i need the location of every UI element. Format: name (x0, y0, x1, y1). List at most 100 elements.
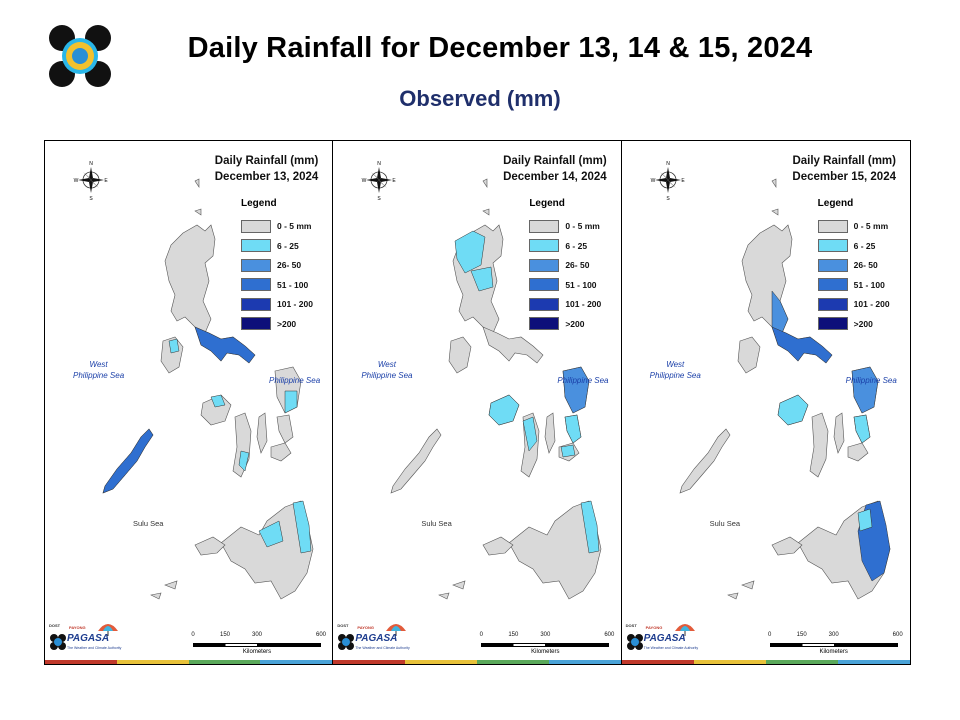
pagasa-wordmark: PAGASA (67, 633, 110, 644)
stripe-segment (45, 660, 117, 664)
umbrella-icon (674, 624, 695, 636)
island-sulu_is (726, 580, 755, 600)
island-leyte (276, 414, 294, 444)
island-zambo (482, 536, 514, 556)
pagasa-branding: DOST PAYONG PAGASA The Weather and Climate … (49, 619, 122, 659)
svg-text:S: S (378, 196, 382, 201)
color-stripe (333, 660, 621, 664)
stripe-segment (693, 660, 766, 664)
label-sulu-sea: Sulu Sea (133, 519, 164, 528)
island-zambo (771, 536, 803, 556)
stripe-segment (333, 660, 406, 664)
legend-title: Legend (817, 198, 854, 209)
svg-text:W: W (74, 178, 79, 184)
island-batanes (770, 178, 778, 216)
legend-label: 101 - 200 (277, 299, 313, 309)
scale-tick-label: 300 (540, 632, 551, 638)
rain-zone-mindanao_ne (857, 508, 872, 532)
legend-label: 6 - 25 (277, 240, 299, 251)
rain-zone-samar (851, 366, 878, 414)
dost-label: DOST (625, 623, 637, 628)
legend-label: 101 - 200 (853, 299, 890, 309)
svg-text:W: W (362, 178, 367, 184)
dost-logo-icon (626, 634, 643, 650)
scale-tick-label: 300 (828, 632, 839, 638)
philippines-map (390, 178, 602, 600)
island-mindoro (449, 336, 472, 374)
legend-title: Legend (241, 198, 277, 209)
legend-item: 26- 50 (241, 258, 301, 272)
island-sulu_is (150, 580, 178, 600)
label-west-philippine-sea: West Philippine Sea (73, 360, 125, 380)
rain-zone-panay (777, 394, 808, 426)
scale-unit: Kilometers (531, 649, 560, 655)
scale-tick-label: 0 (479, 632, 483, 638)
stripe-segment (837, 660, 910, 664)
legend-label: 51 - 100 (853, 279, 885, 290)
dost-label: DOST (49, 623, 61, 628)
legend-swatch (241, 278, 271, 291)
payong-label: PAYONG (69, 625, 86, 630)
legend-item: >200 (529, 317, 584, 331)
scale-tick-label: 300 (251, 632, 263, 638)
scale-bar-graphic (481, 643, 610, 647)
pagasa-tagline: The Weather and Climate Authority (643, 646, 699, 650)
rain-zone-bohol (561, 444, 576, 458)
color-stripe (45, 660, 333, 664)
pagasa-tagline: The Weather and Climate Authority (67, 646, 122, 650)
svg-text:S: S (666, 196, 670, 201)
legend-item: 101 - 200 (817, 297, 890, 311)
page-subtitle: Observed (mm) (399, 86, 561, 111)
legend-swatch (529, 297, 560, 311)
philippines-map (679, 178, 890, 600)
island-mindoro (737, 336, 760, 374)
svg-text:E: E (104, 178, 108, 184)
pagasa-wordmark: PAGASA (643, 633, 686, 644)
svg-text:N: N (378, 161, 382, 167)
label-west-philippine-sea: West Philippine Sea (361, 360, 413, 380)
scale-tick-label: 600 (315, 632, 327, 638)
island-mindanao (220, 500, 314, 600)
label-philippine-sea: Philippine Sea (269, 376, 321, 385)
stripe-segment (405, 660, 477, 664)
umbrella-icon (98, 624, 118, 636)
rain-zone-leyte (565, 414, 582, 444)
legend-item: 51 - 100 (817, 278, 885, 292)
legend-swatch (529, 258, 560, 272)
scale-tick-label: 150 (219, 632, 231, 638)
rain-zone-cagayan_n (470, 266, 494, 292)
scale-tick-label: 600 (892, 632, 903, 638)
scale-tick-label: 150 (508, 632, 519, 638)
svg-text:N: N (666, 161, 670, 167)
stripe-segment (476, 660, 549, 664)
svg-text:N: N (89, 161, 93, 167)
stripe-segment (765, 660, 838, 664)
legend-swatch (529, 317, 560, 330)
scale-bar: 0 150 300 600 Kilometers (768, 632, 903, 658)
scale-bar-graphic (769, 643, 898, 647)
compass-rose-icon: N S W E (362, 161, 397, 201)
legend-item: 0 - 5 mm (241, 219, 312, 233)
legend-swatch (241, 317, 271, 330)
stripe-segment (116, 660, 189, 664)
legend-label: 51 - 100 (277, 279, 309, 290)
legend-title: Legend (529, 198, 565, 209)
panel-heading: Daily Rainfall (mm) (792, 155, 896, 167)
rain-zone-luzon_e (771, 290, 788, 334)
rain-zone-leyte (853, 414, 870, 444)
legend-label: >200 (565, 318, 585, 329)
rain-zone-mindanao_w (258, 520, 284, 548)
legend-label: 0 - 5 mm (277, 221, 312, 231)
legend-item: 101 - 200 (241, 297, 313, 311)
label-sulu-sea: Sulu Sea (709, 519, 741, 528)
dost-logo-icon (338, 634, 355, 650)
dost-logo-icon (50, 634, 66, 650)
panel-heading: Daily Rainfall (mm) (503, 155, 607, 167)
panel-heading: Daily Rainfall (mm) (214, 155, 319, 167)
stripe-segment (621, 660, 694, 664)
svg-text:E: E (393, 178, 397, 184)
legend-item: 6 - 25 (817, 239, 875, 253)
map-panel-dec15: N S W E Daily Rainfall (mm) December 15, … (621, 141, 910, 664)
island-sulu_is (438, 580, 466, 600)
island-luzon (164, 224, 216, 334)
